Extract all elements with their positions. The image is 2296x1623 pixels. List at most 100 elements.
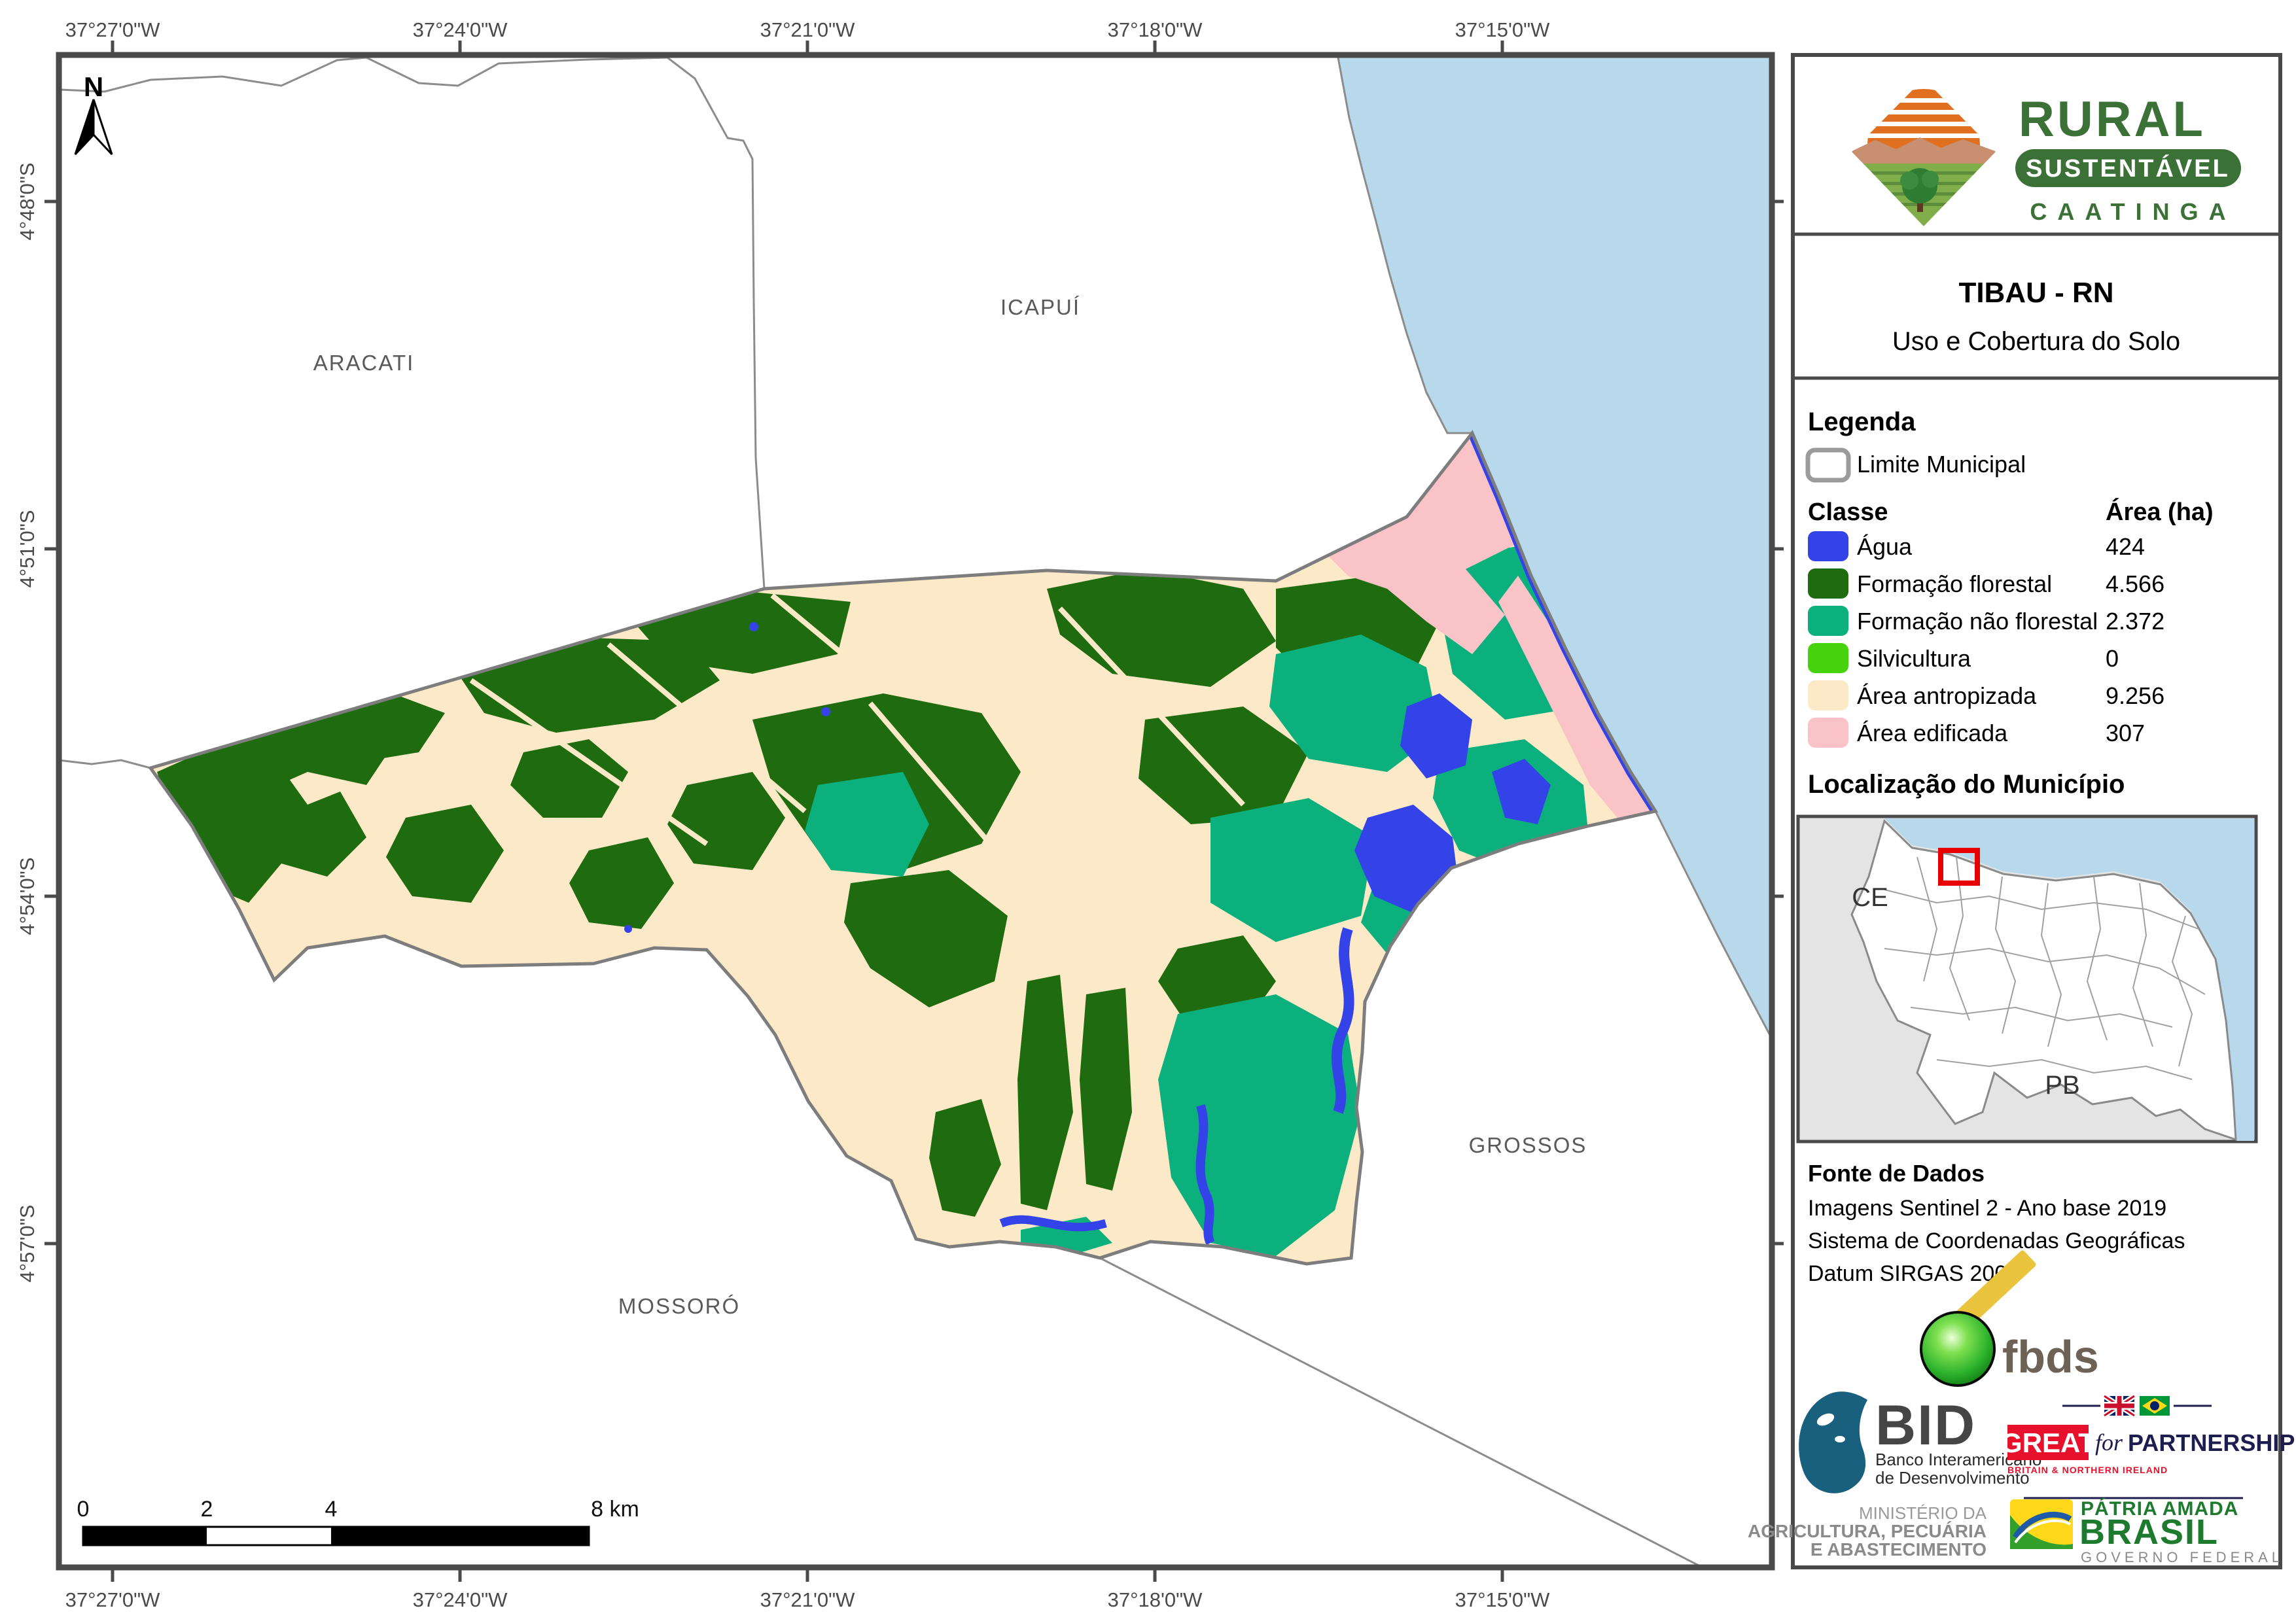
legend-row-agua: Água 424 xyxy=(1808,531,2145,561)
bid-mark-icon xyxy=(1799,1391,1867,1493)
label-aracati: ARACATI xyxy=(313,351,415,375)
brasil-line1: PÁTRIA AMADA xyxy=(2081,1497,2238,1520)
label-icapui: ICAPUÍ xyxy=(1000,295,1080,319)
graticule-ticks xyxy=(44,41,1784,1582)
nao-florestal-swatch xyxy=(1808,606,1848,636)
agua-label: Água xyxy=(1857,533,1913,560)
brasil-line2: BRASIL xyxy=(2079,1512,2219,1552)
map-frame xyxy=(56,52,1775,1571)
label-grossos: GROSSOS xyxy=(1469,1133,1587,1157)
scale-bar: 0 2 4 8 km xyxy=(77,1497,639,1546)
brand-title: RURAL xyxy=(2019,92,2206,147)
north-label: N xyxy=(84,71,103,102)
boundary-aracati-icapui xyxy=(62,58,766,589)
axis-top-4: 37°18'0"W xyxy=(1108,18,1203,41)
axis-bottom-2: 37°24'0"W xyxy=(413,1588,508,1611)
legend-heading: Legenda xyxy=(1808,408,1916,436)
brand-pill xyxy=(2015,149,2241,187)
antropizada-swatch xyxy=(1808,680,1848,710)
axis-top-1: 37°27'0"W xyxy=(65,18,161,41)
great-for: for xyxy=(2095,1429,2123,1456)
fbds-sphere-icon xyxy=(1920,1311,1996,1387)
boundary-aracati-mossoro xyxy=(62,759,151,769)
field-lines xyxy=(469,593,1245,905)
source-line3: Datum SIRGAS 2000 xyxy=(1808,1261,2019,1286)
main-map: ARACATI ICAPUÍ GROSSOS MOSSORÓ N 0 2 4 8… xyxy=(16,18,1784,1611)
north-arrow: N xyxy=(74,71,113,156)
inset-pb-label: PB xyxy=(2045,1071,2079,1100)
inset-municipal-borders xyxy=(1884,856,2206,1080)
axis-left-2: 4°51'0"S xyxy=(16,510,39,588)
map-subtitle: Uso e Cobertura do Solo xyxy=(1892,327,2180,356)
ministry-logo: MINISTÉRIO DA AGRICULTURA, PECUÁRIA E AB… xyxy=(1748,1503,1987,1560)
great-partnership-logo: GREAT for PARTNERSHIP BRITAIN & NORTHERN… xyxy=(2001,1393,2295,1499)
agua-patches xyxy=(624,622,1551,1246)
limite-municipal-swatch xyxy=(1805,447,1851,483)
inset-map: CE PB xyxy=(1850,818,2254,1142)
axis-bottom-4: 37°18'0"W xyxy=(1108,1588,1203,1611)
axis-left-1: 4°48'0"S xyxy=(16,163,39,241)
inset-tibau-highlight xyxy=(1938,848,1980,886)
brasil-logo: PÁTRIA AMADA BRASIL GOVERNO FEDERAL xyxy=(2010,1497,2284,1565)
axis-bottom-3: 37°21'0"W xyxy=(760,1588,856,1611)
scale-8km: 8 km xyxy=(591,1497,639,1522)
edificada-area: 307 xyxy=(2106,720,2145,746)
silvicultura-label: Silvicultura xyxy=(1857,645,1971,672)
source-line2: Sistema de Coordenadas Geográficas xyxy=(1808,1229,2185,1253)
scale-2: 2 xyxy=(201,1497,213,1522)
location-heading: Localização do Município xyxy=(1808,770,2125,799)
inset-ce-label: CE xyxy=(1852,883,1888,912)
uk-flag-icon xyxy=(2102,1393,2136,1418)
inset-ocean xyxy=(1884,818,2254,1141)
north-arrow-right-icon xyxy=(92,99,113,156)
bid-logo: BID Banco Interamericano de Desenvolvime… xyxy=(1799,1391,2041,1493)
antropizada-area: 9.256 xyxy=(2106,682,2164,709)
axis-top-5: 37°15'0"W xyxy=(1455,18,1551,41)
agua-area: 424 xyxy=(2106,533,2145,560)
label-mossoro: MOSSORÓ xyxy=(618,1294,740,1318)
brand-tagline: CAATINGA xyxy=(2030,198,2236,225)
bid-acronym: BID xyxy=(1875,1394,1976,1457)
nao-florestal-area: 2.372 xyxy=(2106,608,2164,635)
great-partnership-word: PARTNERSHIP xyxy=(2128,1429,2295,1456)
location-inset: Localização do Município xyxy=(1796,770,2258,1143)
source-heading: Fonte de Dados xyxy=(1808,1160,1985,1187)
fbds-bar-icon xyxy=(1952,1250,2036,1330)
axis-bottom-1: 37°27'0"W xyxy=(65,1588,161,1611)
legend-col-area: Área (ha) xyxy=(2106,497,2214,526)
edificada-label: Área edificada xyxy=(1857,720,2008,746)
ministry-line2: AGRICULTURA, PECUÁRIA xyxy=(1748,1521,1987,1541)
axis-labels: 37°27'0"W 37°24'0"W 37°21'0"W 37°18'0"W … xyxy=(16,18,1550,1611)
axis-left-4: 4°57'0"S xyxy=(16,1205,39,1283)
nao-florestal-label: Formação não florestal xyxy=(1857,608,2098,635)
agua-swatch xyxy=(1808,531,1848,561)
panel-frame xyxy=(1791,53,2282,1569)
rural-sustentavel-logo: RURAL SUSTENTÁVEL CAATINGA xyxy=(1848,75,2241,230)
fbds-wordmark: fbds xyxy=(2002,1331,2099,1382)
brasil-line3: GOVERNO FEDERAL xyxy=(2081,1549,2284,1565)
side-panel: RURAL SUSTENTÁVEL CAATINGA TIBAU - RN Us… xyxy=(1748,53,2295,1569)
brand-subtitle: SUSTENTÁVEL xyxy=(2026,154,2230,183)
bid-mark-detail2 xyxy=(1835,1436,1845,1442)
great-word: GREAT xyxy=(2001,1427,2095,1458)
brazil-flag-icon xyxy=(2140,1396,2170,1416)
axis-bottom-5: 37°15'0"W xyxy=(1455,1588,1551,1611)
fbds-logo: fbds xyxy=(1920,1250,2099,1387)
axis-top-2: 37°24'0"W xyxy=(413,18,508,41)
map-title: TIBAU - RN xyxy=(1958,277,2113,309)
silvicultura-swatch xyxy=(1808,643,1848,673)
legend: Legenda Limite Municipal Classe Área (ha… xyxy=(1805,408,2214,748)
legend-col-classe: Classe xyxy=(1808,498,1888,526)
brand-diamond-border xyxy=(1848,75,1999,230)
data-source: Fonte de Dados Imagens Sentinel 2 - Ano … xyxy=(1808,1160,2185,1286)
florestal-label: Formação florestal xyxy=(1857,570,2052,597)
boundary-grossos-mossoro xyxy=(1099,1257,1700,1565)
great-red-box xyxy=(2007,1425,2089,1460)
ministry-line3: E ABASTECIMENTO xyxy=(1810,1539,1987,1560)
source-line1: Imagens Sentinel 2 - Ano base 2019 xyxy=(1808,1196,2166,1221)
ocean-area xyxy=(1338,58,1769,1034)
antropizada-label: Área antropizada xyxy=(1857,682,2037,709)
brasil-mark-icon xyxy=(2010,1499,2073,1549)
